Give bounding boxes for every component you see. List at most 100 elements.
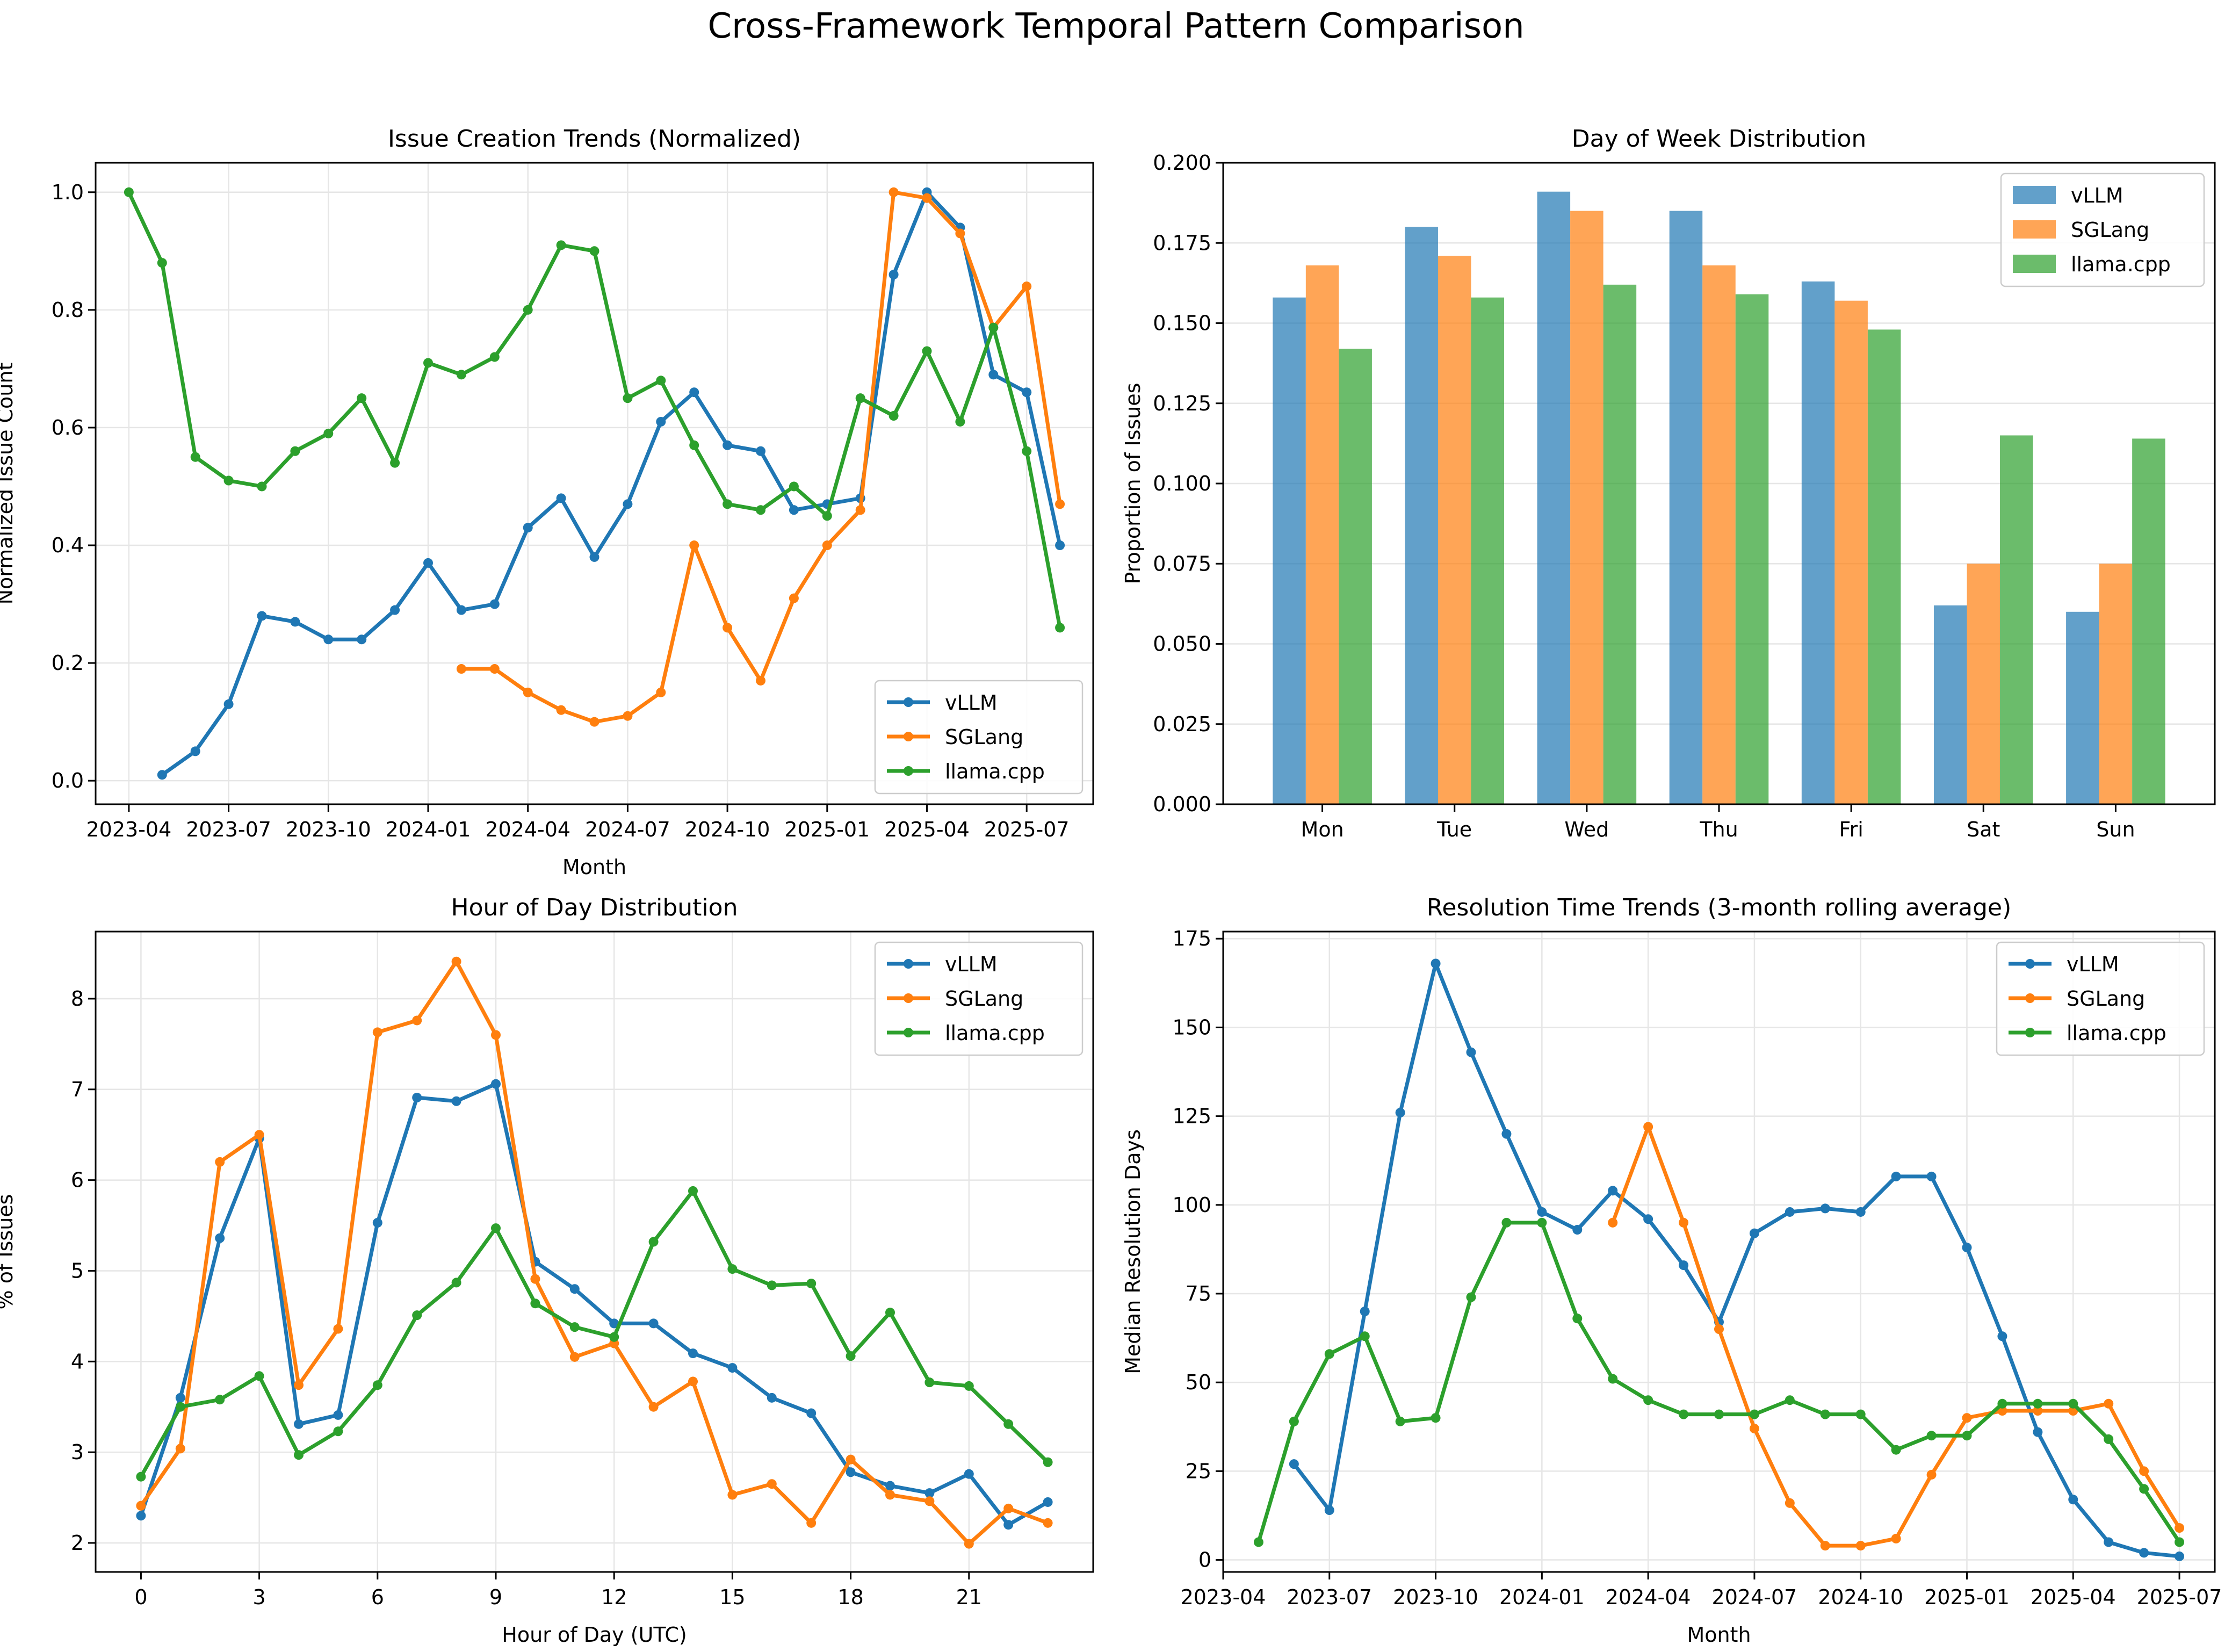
data-point-llama-cpp [523,305,533,315]
bar-sglang [1967,564,2000,804]
data-point-sglang [2139,1466,2149,1476]
data-point-vllm [412,1092,422,1102]
y-tick-label: 0.150 [1153,312,1211,335]
data-point-llama-cpp [412,1310,422,1321]
data-point-vllm [1997,1331,2007,1341]
data-point-llama-cpp [1962,1431,1972,1441]
data-point-llama-cpp [1891,1445,1901,1455]
data-point-sglang [294,1380,304,1390]
series-line-llama-cpp [139,1189,1050,1478]
x-tick-label: Thu [1699,818,1738,841]
data-point-vllm [846,1467,856,1477]
data-point-vllm [569,1284,580,1294]
data-point-vllm [727,1363,738,1373]
series-line-vllm [161,190,1062,777]
data-point-vllm [806,1408,817,1418]
y-tick-label: 25 [1186,1459,1211,1483]
data-point-sglang [648,1402,659,1412]
data-point-llama-cpp [223,475,234,486]
x-tick-label: 2023-07 [186,818,271,841]
data-point-llama-cpp [333,1426,343,1437]
y-tick-label: 0.6 [52,416,84,439]
legend-label-llama-cpp: llama.cpp [945,760,1045,783]
data-point-vllm [2033,1427,2043,1437]
legend-label-llama-cpp: llama.cpp [2067,1021,2166,1045]
series-line-vllm [139,1082,1049,1527]
bar-llama-cpp [1735,294,1769,804]
data-point-sglang [451,956,461,966]
y-tick-label: 50 [1186,1370,1211,1394]
bar-vllm [1537,191,1571,805]
data-point-vllm [767,1393,777,1403]
x-tick-label: 2025-07 [984,818,1070,841]
x-tick-label: 2023-04 [86,818,172,841]
y-axis-label: Median Resolution Days [1121,1129,1145,1374]
x-tick-label: Fri [1839,818,1863,841]
data-point-sglang [889,187,899,197]
data-point-vllm [556,493,566,503]
x-tick-label: 2024-07 [1712,1585,1797,1609]
data-point-llama-cpp [688,1186,698,1196]
legend-label-vllm: vLLM [2067,953,2119,976]
data-point-llama-cpp [1679,1409,1689,1419]
data-point-vllm [688,1348,698,1359]
data-point-sglang [215,1157,225,1167]
data-point-vllm [609,1318,619,1329]
bar-llama-cpp [1471,297,1505,804]
data-point-sglang [2175,1523,2185,1533]
data-point-vllm [2068,1495,2078,1505]
bar-vllm [1669,211,1703,804]
data-point-vllm [756,446,765,456]
bar-sglang [1834,300,1868,804]
data-point-vllm [491,1079,501,1089]
figure-title: Cross-Framework Temporal Pattern Compari… [707,6,1525,46]
data-point-sglang [1679,1217,1689,1228]
x-axis-label: Hour of Day (UTC) [502,1623,687,1647]
y-tick-label: 0.100 [1153,472,1211,495]
y-tick-label: 0.2 [52,651,84,675]
legend-marker-vllm [2025,959,2035,969]
data-point-llama-cpp [456,370,466,380]
data-point-sglang [491,1030,501,1040]
data-point-vllm [333,1410,343,1420]
subplot-title: Hour of Day Distribution [451,894,738,921]
bar-vllm [2066,611,2099,804]
x-tick-label: 2024-01 [386,818,471,841]
data-point-sglang [1926,1469,1937,1480]
data-point-llama-cpp [723,499,733,509]
data-point-llama-cpp [955,416,965,427]
data-point-sglang [1855,1541,1866,1551]
data-point-sglang [806,1518,817,1528]
legend-label-sglang: SGLang [2071,218,2149,242]
data-point-vllm [964,1469,974,1479]
data-point-sglang [489,664,500,674]
x-tick-label: Mon [1301,818,1344,841]
legend-label-sglang: SGLang [945,987,1023,1011]
data-point-sglang [727,1490,738,1500]
data-point-sglang [955,228,965,239]
y-tick-label: 75 [1186,1282,1211,1305]
data-point-llama-cpp [1360,1331,1370,1341]
legend-frame [874,941,1084,1056]
legend-label-llama-cpp: llama.cpp [2071,253,2171,276]
data-point-vllm [1003,1520,1014,1530]
x-tick-label: 2025-01 [784,818,870,841]
data-point-llama-cpp [2033,1398,2043,1409]
legend: vLLM SGLang llama.cpp [1996,941,2205,1056]
data-point-sglang [1608,1217,1618,1228]
data-point-llama-cpp [215,1395,225,1405]
data-point-llama-cpp [1043,1457,1053,1467]
data-point-llama-cpp [1431,1413,1441,1423]
data-point-vllm [589,552,599,562]
legend-marker-sglang [904,732,913,741]
bar-sglang [1438,256,1471,804]
data-point-vllm [2139,1548,2149,1558]
legend-swatch-llama-cpp [2013,255,2056,273]
y-tick-label: 100 [1172,1193,1211,1217]
data-point-llama-cpp [988,322,999,333]
data-point-sglang [456,664,466,674]
